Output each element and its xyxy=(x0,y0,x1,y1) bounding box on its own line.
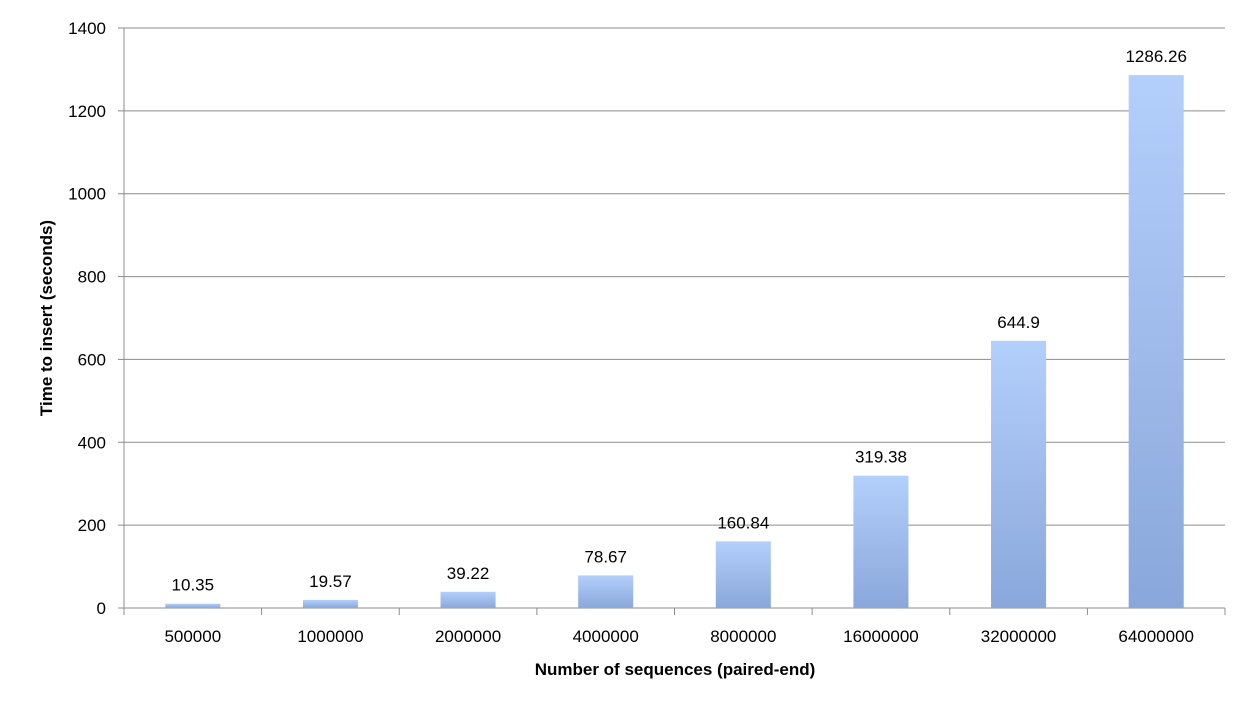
y-axis-title: Time to insert (seconds) xyxy=(37,220,56,416)
y-tick-label: 600 xyxy=(78,350,106,369)
y-tick-label: 0 xyxy=(97,599,106,618)
data-label: 160.84 xyxy=(717,513,769,532)
data-label: 19.57 xyxy=(309,572,352,591)
bar xyxy=(440,591,496,608)
y-tick-label: 200 xyxy=(78,516,106,535)
x-tick-label: 500000 xyxy=(164,627,221,646)
data-label: 39.22 xyxy=(447,564,490,583)
bar xyxy=(991,340,1047,608)
x-tick-label: 2000000 xyxy=(435,627,501,646)
x-tick-label: 32000000 xyxy=(981,627,1057,646)
bar xyxy=(302,599,358,608)
data-label: 78.67 xyxy=(584,547,627,566)
bar xyxy=(165,603,221,608)
bar xyxy=(578,575,634,608)
x-tick-label: 4000000 xyxy=(573,627,639,646)
y-tick-label: 1000 xyxy=(68,185,106,204)
data-label: 644.9 xyxy=(997,313,1040,332)
data-labels: 10.35 19.57 39.22 78.67 160.84 319.38 644.9 128… xyxy=(172,47,1187,595)
bars xyxy=(165,75,1184,609)
x-tick-label: 64000000 xyxy=(1118,627,1194,646)
data-label: 319.38 xyxy=(855,448,907,467)
bar xyxy=(715,541,771,608)
x-tick-label: 16000000 xyxy=(843,627,919,646)
bar xyxy=(1128,75,1184,609)
x-axis-title: Number of sequences (paired-end) xyxy=(535,660,816,679)
x-tick-label: 1000000 xyxy=(297,627,363,646)
y-tick-label: 400 xyxy=(78,433,106,452)
data-label: 1286.26 xyxy=(1125,47,1186,66)
y-tick-label: 1400 xyxy=(68,19,106,38)
x-tick-label: 8000000 xyxy=(710,627,776,646)
gridlines xyxy=(124,27,1225,526)
y-tick-label: 800 xyxy=(78,268,106,287)
data-label: 10.35 xyxy=(172,576,215,595)
y-tick-label: 1200 xyxy=(68,102,106,121)
axes: 0 200 400 600 800 1000 1200 1400 500000 1000000 20… xyxy=(68,19,1226,646)
bar xyxy=(853,475,909,608)
